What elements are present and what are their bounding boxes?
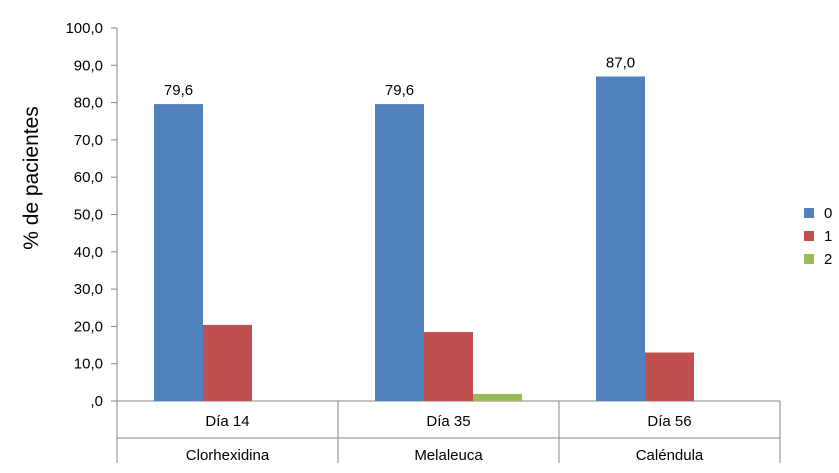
bar-series-1-1 — [203, 324, 252, 401]
data-label: 79,6 — [164, 82, 193, 99]
y-tick-label: 90,0 — [74, 57, 103, 74]
legend-label-1: 1 — [824, 228, 832, 245]
y-tick-label: 100,0 — [65, 20, 103, 37]
bar-series-0-1 — [154, 104, 203, 401]
bar-series-1-3 — [645, 352, 694, 401]
legend-swatch-1 — [804, 231, 814, 241]
y-tick-label: 20,0 — [74, 318, 103, 335]
y-tick-label: 70,0 — [74, 132, 103, 149]
bar-series-0-3 — [596, 76, 645, 402]
y-tick-label: 40,0 — [74, 244, 103, 261]
y-tick-label: 30,0 — [74, 281, 103, 298]
legend-label-2: 2 — [824, 251, 832, 268]
y-axis-label: % de pacientes — [20, 106, 43, 250]
bar-series-2-2 — [473, 393, 522, 401]
legend-label-0: 0 — [824, 205, 832, 222]
bar-series-0-2 — [375, 104, 424, 401]
y-tick-label: 80,0 — [74, 95, 103, 112]
x-tick-label-day: Día 35 — [426, 413, 470, 430]
x-tick-label-treatment: Clorhexidina — [186, 447, 270, 464]
y-tick-label: 10,0 — [74, 356, 103, 373]
legend-swatch-0 — [804, 208, 814, 218]
legend-swatch-2 — [804, 254, 814, 264]
plot-area: ,0 10,0 20,0 30,0 40,0 50,0 60,0 70,0 80,0 90,0 10… — [65, 20, 781, 464]
y-tick-label: 50,0 — [74, 207, 103, 224]
y-tick-label: ,0 — [90, 393, 103, 410]
x-tick-label-day: Día 56 — [647, 413, 691, 430]
data-label: 79,6 — [385, 82, 414, 99]
x-tick-label-treatment: Melaleuca — [414, 447, 483, 464]
x-tick-label-day: Día 14 — [205, 413, 249, 430]
y-tick-label: 60,0 — [74, 169, 103, 186]
legend: 0 1 2 — [804, 205, 832, 268]
bar-series-1-2 — [424, 331, 473, 401]
x-tick-label-treatment: Caléndula — [636, 447, 704, 464]
data-label: 87,0 — [606, 54, 635, 71]
